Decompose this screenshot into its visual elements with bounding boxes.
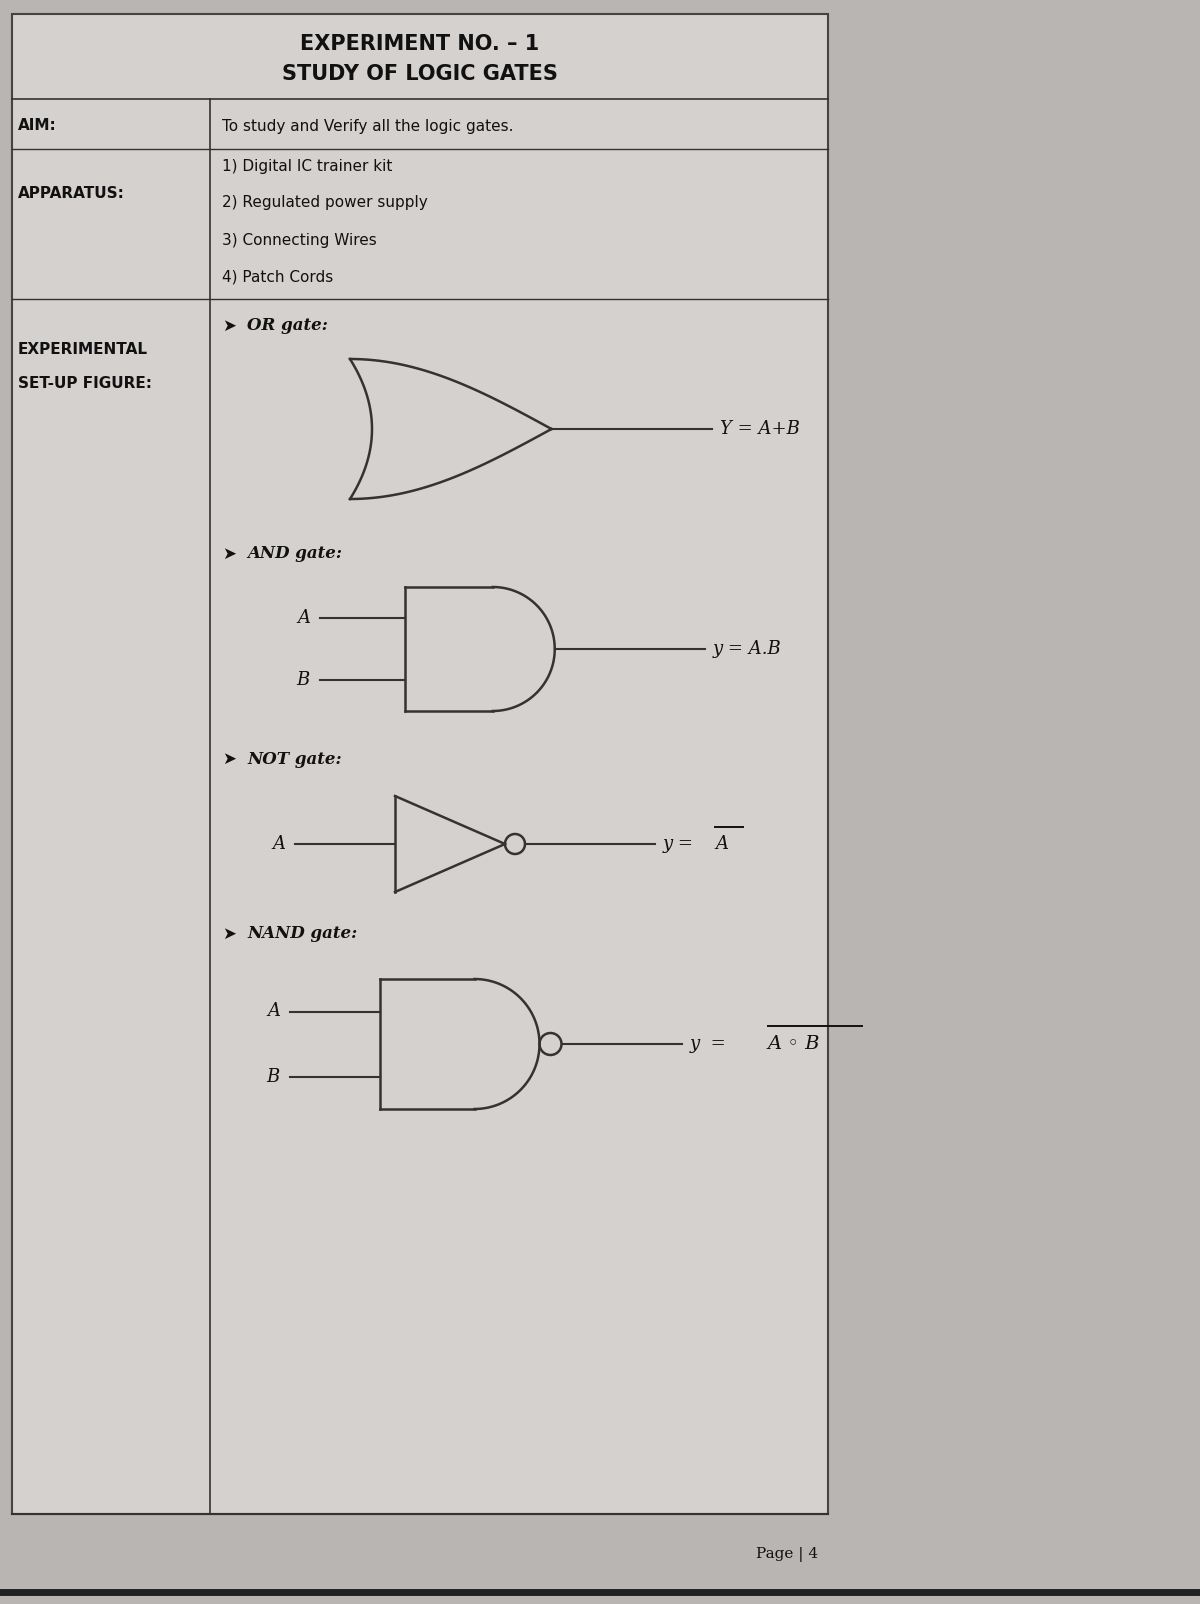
Text: 1) Digital IC trainer kit: 1) Digital IC trainer kit bbox=[222, 159, 392, 173]
Text: AND gate:: AND gate: bbox=[247, 545, 342, 563]
Text: A ◦ B: A ◦ B bbox=[768, 1035, 820, 1052]
Text: AIM:: AIM: bbox=[18, 119, 56, 133]
Text: ➤: ➤ bbox=[222, 318, 236, 335]
FancyBboxPatch shape bbox=[12, 14, 828, 1514]
Text: SET-UP FIGURE:: SET-UP FIGURE: bbox=[18, 377, 152, 391]
Text: y = A.B: y = A.B bbox=[713, 640, 781, 658]
Text: y =: y = bbox=[662, 836, 700, 853]
Text: 4) Patch Cords: 4) Patch Cords bbox=[222, 269, 334, 284]
Text: A: A bbox=[296, 610, 310, 627]
Text: OR gate:: OR gate: bbox=[247, 318, 328, 335]
Text: To study and Verify all the logic gates.: To study and Verify all the logic gates. bbox=[222, 119, 514, 133]
Text: NAND gate:: NAND gate: bbox=[247, 926, 358, 943]
Text: y  =: y = bbox=[690, 1035, 738, 1052]
Text: ➤: ➤ bbox=[222, 545, 236, 563]
Text: A: A bbox=[272, 836, 286, 853]
Text: APPARATUS:: APPARATUS: bbox=[18, 186, 125, 202]
Text: A: A bbox=[266, 1002, 280, 1020]
Text: ➤: ➤ bbox=[222, 926, 236, 943]
Text: NOT gate:: NOT gate: bbox=[247, 751, 342, 767]
Text: EXPERIMENT NO. – 1: EXPERIMENT NO. – 1 bbox=[300, 34, 540, 55]
Text: B: B bbox=[296, 670, 310, 690]
Text: ➤: ➤ bbox=[222, 751, 236, 768]
Text: Y = A+B: Y = A+B bbox=[720, 420, 799, 438]
Text: Page | 4: Page | 4 bbox=[756, 1546, 818, 1562]
Text: STUDY OF LOGIC GATES: STUDY OF LOGIC GATES bbox=[282, 64, 558, 83]
Text: 3) Connecting Wires: 3) Connecting Wires bbox=[222, 233, 377, 247]
Text: A: A bbox=[715, 836, 728, 853]
Text: 2) Regulated power supply: 2) Regulated power supply bbox=[222, 196, 427, 210]
Text: EXPERIMENTAL: EXPERIMENTAL bbox=[18, 342, 148, 356]
Text: B: B bbox=[266, 1068, 280, 1086]
